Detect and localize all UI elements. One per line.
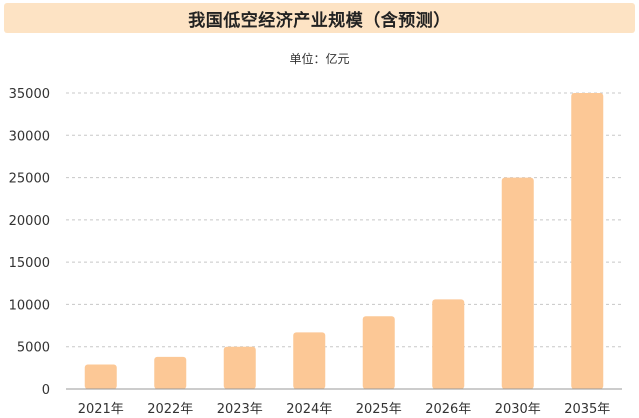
x-category-label: 2035年 bbox=[564, 402, 610, 417]
unit-label: 单位：亿元 bbox=[289, 52, 350, 66]
y-tick-label: 0 bbox=[42, 383, 50, 398]
y-tick-label: 5000 bbox=[17, 341, 50, 356]
bar bbox=[84, 364, 117, 389]
y-tick-label: 10000 bbox=[9, 298, 50, 313]
x-category-label: 2021年 bbox=[78, 402, 124, 417]
bar bbox=[154, 356, 187, 389]
bar bbox=[362, 316, 395, 389]
x-category-label: 2026年 bbox=[425, 402, 471, 417]
x-category-label: 2024年 bbox=[286, 402, 332, 417]
x-category-label: 2030年 bbox=[495, 402, 541, 417]
bar bbox=[223, 346, 256, 389]
y-tick-label: 20000 bbox=[9, 214, 50, 229]
y-tick-label: 15000 bbox=[9, 256, 50, 271]
chart-title-bar: 我国低空经济产业规模（含预测） bbox=[4, 3, 635, 33]
bar bbox=[571, 93, 604, 389]
chart-title: 我国低空经济产业规模（含预测） bbox=[188, 10, 451, 31]
bar bbox=[293, 332, 326, 389]
grid-lines bbox=[66, 92, 622, 348]
bar bbox=[432, 299, 465, 389]
x-category-label: 2023年 bbox=[217, 402, 263, 417]
y-tick-label: 35000 bbox=[9, 87, 50, 102]
x-category-label: 2025年 bbox=[356, 402, 402, 417]
bar bbox=[501, 177, 534, 389]
y-tick-label: 30000 bbox=[9, 129, 50, 144]
y-axis-ticks: 0 5000 10000 15000 20000 25000 30000 35000 bbox=[9, 87, 50, 398]
x-axis-labels: 2021年 2022年 2023年 2024年 2025年 2026年 2030年 2035年 bbox=[78, 402, 611, 417]
bars bbox=[84, 93, 604, 389]
x-category-label: 2022年 bbox=[147, 402, 193, 417]
y-tick-label: 25000 bbox=[9, 172, 50, 187]
